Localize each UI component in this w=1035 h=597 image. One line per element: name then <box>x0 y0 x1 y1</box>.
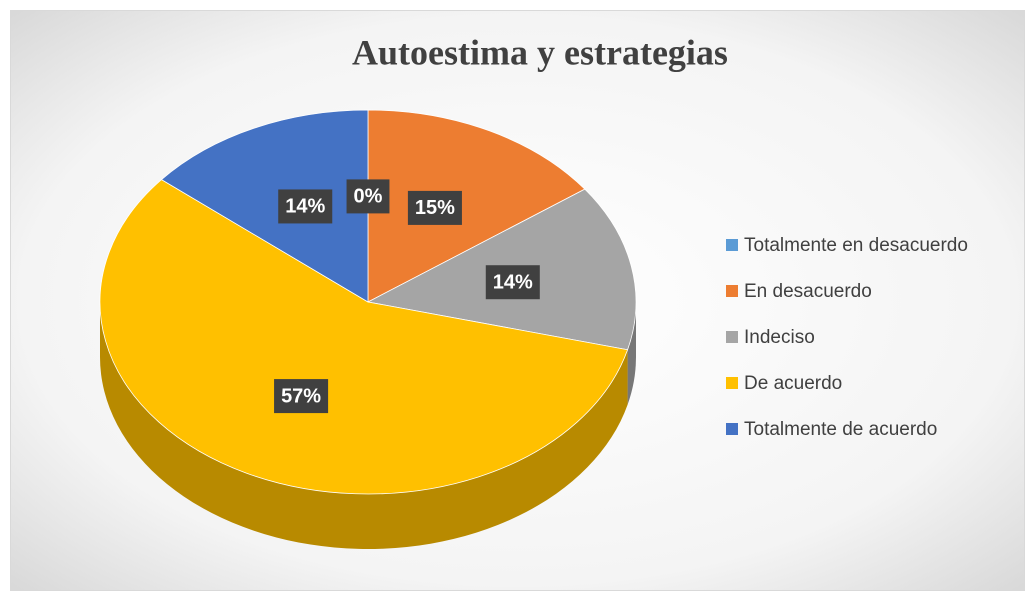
legend-label: De acuerdo <box>744 373 842 394</box>
legend-swatch <box>726 423 738 435</box>
data-label: 14% <box>493 271 533 293</box>
legend-swatch <box>726 377 738 389</box>
data-label-box <box>407 190 462 225</box>
legend-swatch <box>726 331 738 343</box>
legend-swatch <box>726 285 738 297</box>
pie-slice <box>99 179 629 495</box>
chart-title: Autoestima y estrategias <box>352 32 728 72</box>
pie-slice <box>160 109 369 303</box>
data-label-box <box>346 179 390 214</box>
legend-swatch <box>726 239 738 251</box>
data-label: 15% <box>415 197 455 219</box>
legend-label: En desacuerdo <box>744 281 872 302</box>
data-label: 14% <box>285 196 325 218</box>
pie-side <box>100 302 628 549</box>
data-label-box <box>278 189 333 224</box>
data-label-box <box>485 265 540 300</box>
data-label: 0% <box>354 186 383 208</box>
legend-label: Indeciso <box>744 327 815 348</box>
legend-label: Totalmente en desacuerdo <box>744 235 968 256</box>
legend-label: Totalmente de acuerdo <box>744 419 937 440</box>
pie-slice <box>367 109 586 303</box>
data-label-box <box>274 379 329 414</box>
data-label: 57% <box>281 385 321 407</box>
